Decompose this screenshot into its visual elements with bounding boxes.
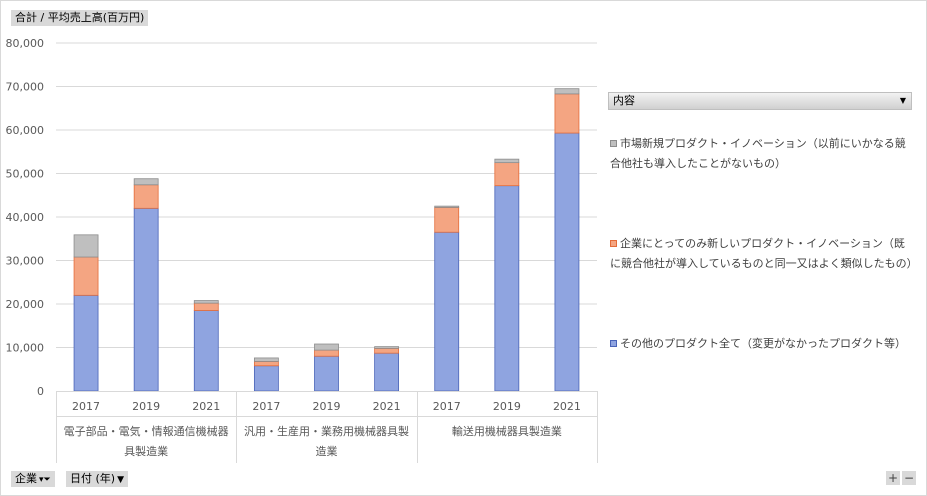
legend-swatch-blue [610, 340, 617, 347]
filter-field-label: 企業 [15, 472, 37, 485]
x-tick-label: 2019 [132, 400, 160, 413]
y-tick-label: 40,000 [6, 211, 45, 224]
category-label: 造業 [316, 444, 338, 458]
legend-item-other: その他のプロダクト全て（変更がなかったプロダクト等） [610, 334, 915, 354]
bar-segment [374, 346, 400, 349]
bar-segment [314, 355, 339, 392]
bar-segment [434, 205, 460, 208]
legend-label-other: その他のプロダクト全て（変更がなかったプロダクト等） [620, 337, 906, 350]
bar-segment [133, 207, 159, 392]
x-tick-label: 2017 [252, 400, 280, 413]
y-tick-label: 50,000 [6, 168, 45, 181]
x-tick-label: 2019 [313, 400, 341, 413]
x-tick-label: 2021 [192, 400, 220, 413]
y-tick-label: 10,000 [6, 342, 45, 355]
category-label: 電子部品・電気・情報通信機械器 [64, 424, 229, 438]
bar-segment [253, 357, 279, 362]
collapse-field-button[interactable]: − [902, 471, 916, 485]
bar-segment [193, 300, 219, 304]
filter-field-button[interactable]: 企業 ▾⏷ [11, 471, 55, 487]
legend-swatch-orange [610, 240, 617, 247]
bar-segment [73, 294, 99, 392]
x-tick-label: 2019 [493, 400, 521, 413]
legend-label-company-new: 企業にとってのみ新しいプロダクト・イノベーション（既に競合他社が導入しているもの… [610, 237, 918, 270]
bar-segment [554, 93, 580, 134]
legend-swatch-grey [610, 140, 617, 147]
bar-segment [314, 349, 339, 357]
x-tick-label: 2021 [373, 400, 401, 413]
category-label: 汎用・生産用・業務用機械器具製 [244, 424, 409, 438]
bar-segment [554, 88, 580, 95]
expand-field-button[interactable]: + [886, 471, 900, 485]
filter-funnel-icon: ▾⏷ [39, 475, 51, 485]
legend-field-dropdown[interactable]: 内容 ▼ [608, 92, 912, 110]
legend-label-market-new: 市場新規プロダクト・イノベーション（以前にいかなる競合他社も導入したことがないも… [610, 137, 906, 170]
bar-segment [314, 343, 339, 351]
bar-segment [253, 365, 279, 392]
y-tick-label: 70,000 [6, 81, 45, 94]
y-tick-label: 0 [37, 385, 44, 398]
bar-segment [494, 162, 520, 187]
bar-segment [133, 184, 159, 209]
x-tick-label: 2017 [72, 400, 100, 413]
bar-segment [554, 132, 580, 392]
date-field-button[interactable]: 日付 (年) ▼ [66, 471, 129, 487]
y-tick-label: 60,000 [6, 124, 45, 137]
bar-segment [73, 234, 99, 258]
y-tick-label: 80,000 [6, 37, 45, 50]
category-label: 具製造業 [124, 444, 168, 458]
bar-segment [193, 310, 219, 392]
legend-item-market-new: 市場新規プロダクト・イノベーション（以前にいかなる競合他社も導入したことがないも… [610, 134, 915, 174]
x-tick-label: 2017 [433, 400, 461, 413]
bar-segment [494, 185, 520, 392]
bar-segment [374, 352, 400, 392]
bar-segment [133, 178, 159, 186]
x-tick-label: 2021 [553, 400, 581, 413]
y-tick-label: 30,000 [6, 255, 45, 268]
bar-segment [193, 302, 219, 311]
stacked-bar-chart: 0 10,000 20,000 30,000 40,000 50,000 60,000 70,… [6, 37, 598, 463]
bar-segment [253, 361, 279, 367]
measure-field-button[interactable]: 合計 / 平均売上高(百万円) [11, 10, 149, 26]
legend-field-label: 内容 [613, 94, 635, 107]
dropdown-arrow-icon: ▼ [117, 475, 125, 485]
legend-item-company-new: 企業にとってのみ新しいプロダクト・イノベーション（既に競合他社が導入しているもの… [610, 234, 918, 274]
category-label: 輸送用機械器具製造業 [452, 424, 562, 438]
y-tick-label: 20,000 [6, 298, 45, 311]
date-field-label: 日付 (年) [70, 472, 116, 485]
bar-segment [434, 231, 460, 392]
bar-segment [494, 158, 520, 164]
dropdown-arrow-icon: ▼ [899, 96, 906, 105]
bars [73, 88, 580, 392]
bar-segment [374, 347, 400, 354]
bar-segment [434, 207, 460, 233]
axes: 0 10,000 20,000 30,000 40,000 50,000 60,000 70,… [6, 37, 598, 463]
bar-segment [73, 256, 99, 296]
